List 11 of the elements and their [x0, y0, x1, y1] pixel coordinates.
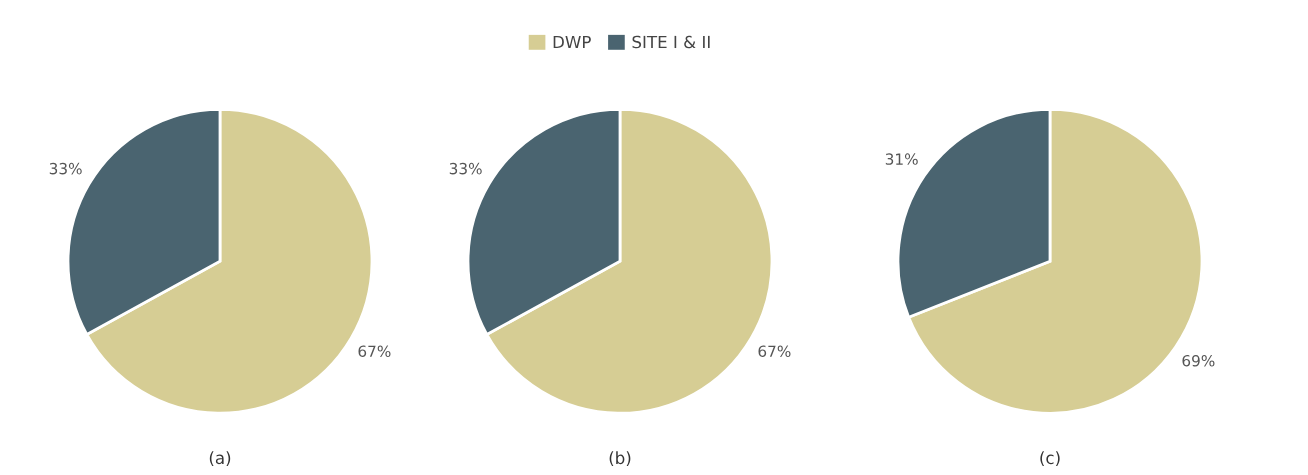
data-label: 31%	[885, 153, 918, 165]
legend-label: DWP	[553, 35, 591, 49]
data-label: 67%	[358, 345, 391, 357]
data-label: 33%	[449, 162, 482, 175]
data-label: 67%	[758, 345, 791, 357]
data-label: 69%	[1182, 354, 1215, 367]
legend-label: SITE I & II	[632, 35, 710, 49]
text: (b)	[609, 451, 631, 467]
text: (a)	[209, 451, 231, 467]
text: (c)	[1040, 451, 1060, 467]
data-label: 33%	[49, 162, 82, 175]
